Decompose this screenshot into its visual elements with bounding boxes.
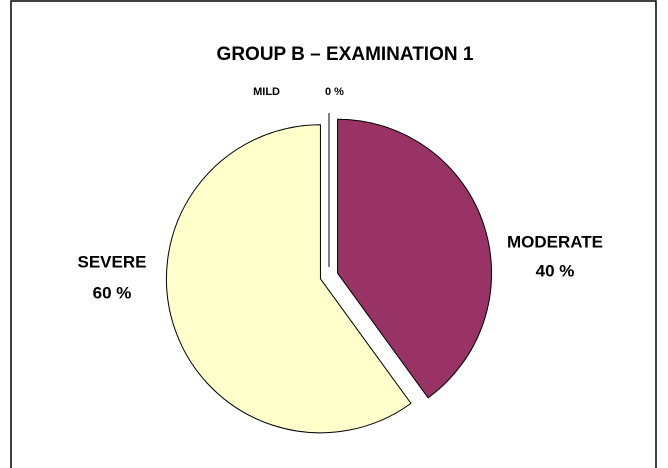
slice-label: MILD [253, 86, 280, 98]
slice-label: MODERATE [507, 232, 603, 251]
pie-slice [165, 124, 412, 434]
chart-title: GROUP B – EXAMINATION 1 [217, 44, 474, 65]
pie-slice [337, 118, 493, 399]
value-label: 60 % [93, 283, 132, 302]
slice-label: SEVERE [78, 252, 147, 271]
value-label: 0 % [325, 86, 344, 98]
value-label: 40 % [536, 261, 575, 280]
